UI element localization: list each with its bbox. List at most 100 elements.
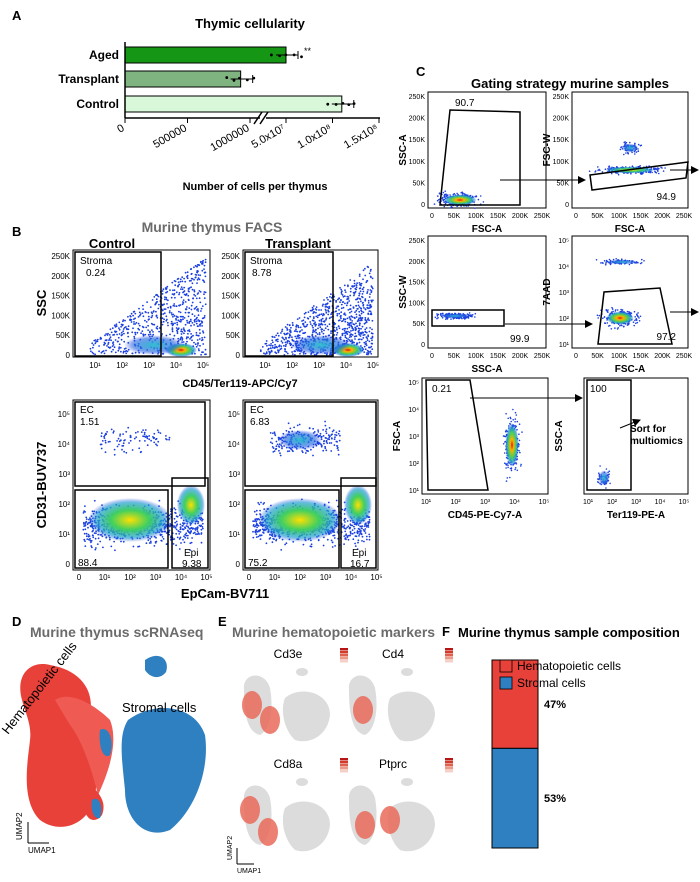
hematopoietic-cluster-lobe — [55, 696, 114, 795]
event-dot — [166, 321, 169, 324]
event-dot — [140, 332, 143, 335]
event-dot — [180, 328, 183, 331]
event-dot — [606, 322, 609, 324]
event-dot — [436, 317, 438, 320]
event-dot — [318, 319, 321, 322]
event-dot — [90, 541, 92, 544]
event-dot — [339, 301, 341, 303]
data-point-transplant — [252, 76, 256, 80]
event-dot — [197, 334, 199, 337]
event-dot — [503, 452, 506, 454]
event-dot — [144, 319, 146, 322]
event-dot — [201, 337, 204, 339]
x-tick-label-b2: 10² — [124, 573, 136, 582]
event-dot — [162, 288, 165, 291]
event-dot — [104, 441, 107, 444]
event-dot — [345, 331, 347, 334]
event-dot — [267, 347, 270, 350]
event-dot — [606, 310, 608, 312]
event-dot — [273, 336, 276, 339]
event-dot — [307, 311, 310, 313]
event-dot — [194, 276, 197, 279]
event-dot — [335, 334, 338, 336]
event-dot — [254, 520, 257, 522]
event-dot — [325, 311, 328, 314]
event-dot — [113, 448, 116, 451]
event-dot — [315, 331, 318, 334]
event-dot — [190, 527, 193, 529]
event-dot — [118, 346, 121, 349]
gate-polygon-c6 — [586, 379, 632, 491]
event-dot — [187, 332, 189, 335]
event-dot — [157, 307, 160, 310]
event-dot — [636, 321, 639, 324]
event-dot — [335, 327, 338, 329]
event-dot — [202, 331, 205, 334]
event-dot — [318, 324, 320, 327]
gating-plot-5-xtick: 10¹ — [421, 499, 432, 506]
event-dot — [185, 532, 188, 535]
gate-name-ec-control: EC — [80, 405, 94, 416]
event-dot — [364, 274, 367, 277]
event-dot — [335, 499, 338, 502]
event-dot — [186, 340, 188, 343]
event-dot — [183, 277, 186, 280]
event-dot — [184, 526, 186, 529]
event-dot — [330, 434, 333, 436]
event-dot — [269, 432, 272, 434]
gate-value-neg-control: 88.4 — [78, 558, 98, 569]
gate-value-c2: 94.9 — [657, 192, 677, 203]
event-dot — [155, 327, 158, 329]
event-dot — [112, 431, 115, 434]
panel-label-c: C — [416, 64, 426, 79]
event-dot — [156, 300, 159, 303]
event-dot — [328, 323, 331, 326]
event-dot — [637, 150, 640, 152]
event-dot — [301, 329, 303, 331]
event-dot — [120, 350, 122, 353]
event-dot — [363, 345, 366, 348]
gating-plot-2-xtick: 200K — [654, 213, 671, 220]
event-dot — [609, 482, 611, 485]
event-dot — [133, 437, 136, 440]
gate-value-ec-control: 1.51 — [80, 417, 100, 428]
event-dot — [507, 464, 509, 467]
axis-break-a2 — [259, 111, 269, 125]
gating-plot-1-xlabel: FSC-A — [472, 224, 503, 235]
event-dot — [196, 264, 199, 266]
event-dot — [309, 309, 312, 312]
event-dot — [182, 538, 184, 541]
event-dot — [302, 353, 305, 355]
umap-expression-hotspot — [260, 706, 280, 734]
event-dot — [603, 316, 606, 318]
event-dot — [190, 308, 193, 311]
event-dot — [347, 298, 350, 300]
event-dot — [362, 334, 365, 336]
x-tick-label-b1: 10⁵ — [367, 361, 379, 370]
event-dot — [148, 438, 151, 441]
event-dot — [125, 451, 128, 454]
event-dot — [203, 271, 206, 274]
event-density-epi — [344, 485, 372, 525]
event-dot — [198, 349, 200, 352]
event-dot — [358, 333, 360, 336]
event-dot — [181, 330, 184, 333]
event-dot — [203, 264, 206, 267]
event-dot — [199, 301, 202, 304]
event-dot — [193, 293, 196, 296]
event-dot — [314, 329, 317, 331]
event-dot — [364, 317, 367, 319]
event-dot — [330, 332, 332, 334]
event-dot — [443, 194, 446, 197]
event-dot — [172, 304, 175, 307]
event-dot — [324, 323, 327, 326]
event-dot — [281, 341, 284, 344]
sort-note-line1: Sort for — [630, 424, 666, 435]
event-dot — [190, 335, 193, 338]
event-dot — [145, 436, 147, 438]
event-dot — [369, 289, 372, 291]
event-dot — [138, 447, 141, 450]
gating-plot-5-xlabel: CD45-PE-Cy7-A — [448, 510, 522, 521]
